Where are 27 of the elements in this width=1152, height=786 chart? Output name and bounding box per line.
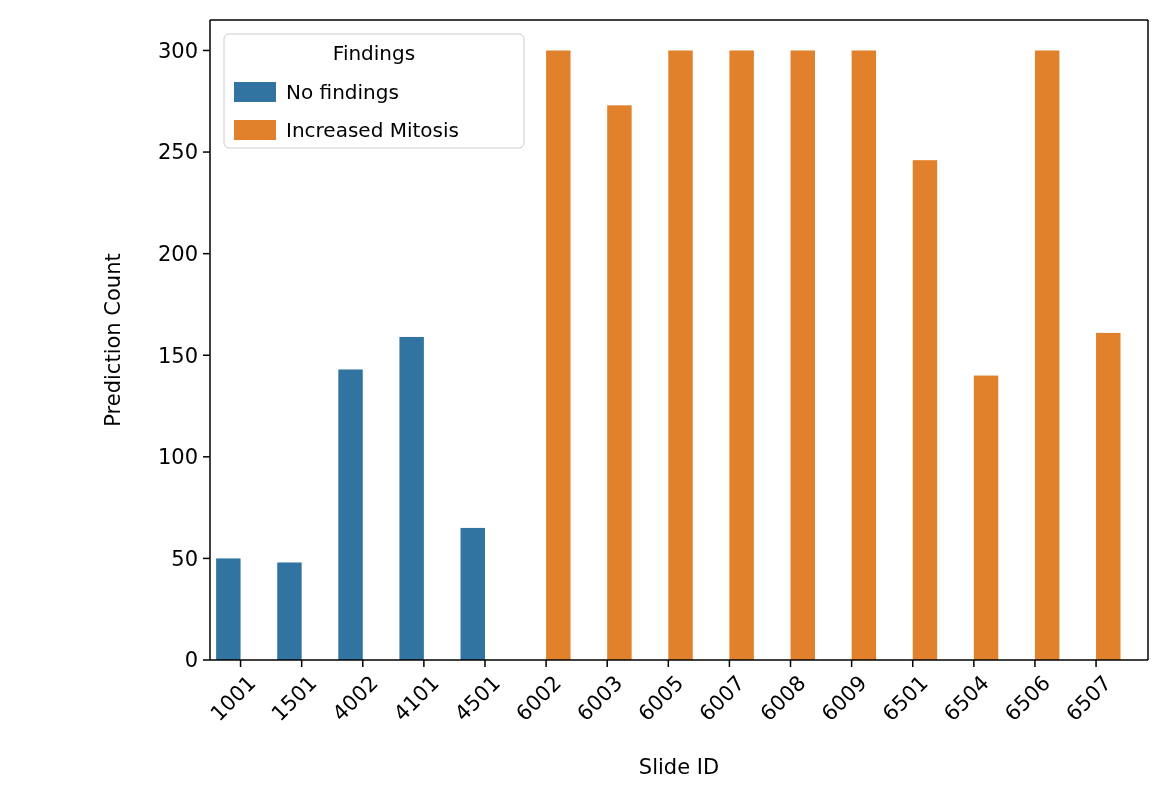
bar — [668, 50, 693, 660]
y-tick-label: 300 — [157, 38, 198, 63]
y-tick-label: 50 — [171, 546, 198, 571]
bar — [912, 160, 938, 660]
bar — [851, 50, 877, 660]
bar — [216, 558, 241, 660]
legend-title: Findings — [332, 41, 416, 65]
bar — [729, 50, 754, 660]
legend-label: Increased Mitosis — [286, 118, 459, 142]
legend-label: No findings — [286, 80, 399, 104]
y-tick-label: 250 — [157, 140, 198, 165]
bar — [399, 336, 424, 660]
bar — [1034, 50, 1060, 660]
bar — [1096, 332, 1121, 660]
y-tick-label: 0 — [184, 648, 198, 673]
y-tick-label: 200 — [157, 242, 198, 266]
bar — [790, 50, 815, 660]
bar — [973, 375, 999, 660]
bar — [277, 562, 302, 660]
bar — [546, 50, 571, 660]
bar — [607, 105, 632, 660]
y-tick-label: 150 — [157, 343, 198, 368]
y-tick-label: 100 — [157, 445, 198, 470]
x-axis-title: Slide ID — [638, 755, 720, 779]
y-axis-title: Prediction Count — [101, 253, 125, 427]
bar — [460, 527, 485, 660]
bar — [338, 369, 363, 660]
